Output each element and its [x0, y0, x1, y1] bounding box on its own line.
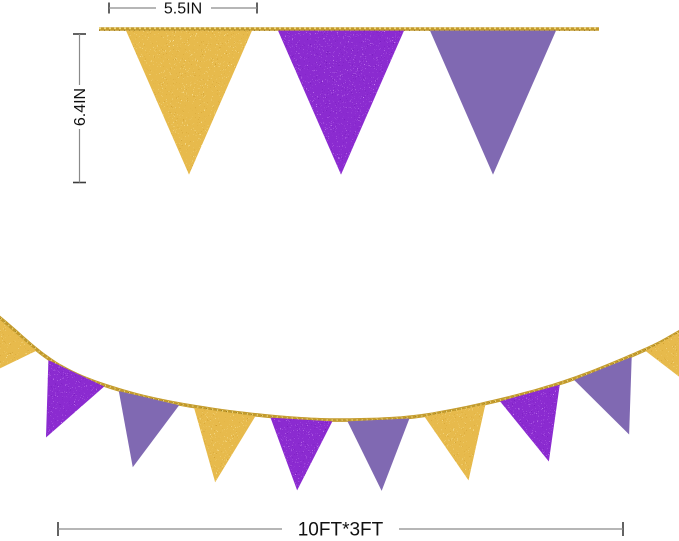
pennant-purple: [500, 384, 560, 462]
flag-width-label: 5.5IN: [164, 1, 202, 18]
banner-string: [0, 315, 679, 422]
pennant-lavender: [347, 418, 410, 491]
banner-string-sparkle: [0, 316, 679, 421]
banner-length-dimension: 10FT*3FT: [57, 520, 624, 541]
pennant-gold: [126, 30, 252, 175]
pennant-gold: [0, 319, 37, 369]
pennant-gold: [424, 404, 486, 481]
close-up-banner: [99, 27, 599, 175]
pennant-lavender: [118, 391, 180, 468]
pennant-lavender: [574, 357, 632, 435]
banner-string-shadow: [0, 317, 679, 421]
draped-banner: [0, 315, 679, 491]
flag-height-label: 6.4IN: [72, 88, 89, 126]
flag-height-dimension: 6.4IN: [72, 33, 89, 184]
pennant-purple: [278, 30, 404, 175]
pennant-gold: [645, 332, 679, 377]
pennant-gold: [194, 407, 256, 483]
flag-width-dimension: 5.5IN: [108, 1, 258, 18]
banner-size-label: 10FT*3FT: [298, 520, 384, 541]
pennant-purple: [270, 417, 333, 491]
pennant-purple: [45, 360, 105, 438]
pennant-lavender: [430, 30, 556, 175]
